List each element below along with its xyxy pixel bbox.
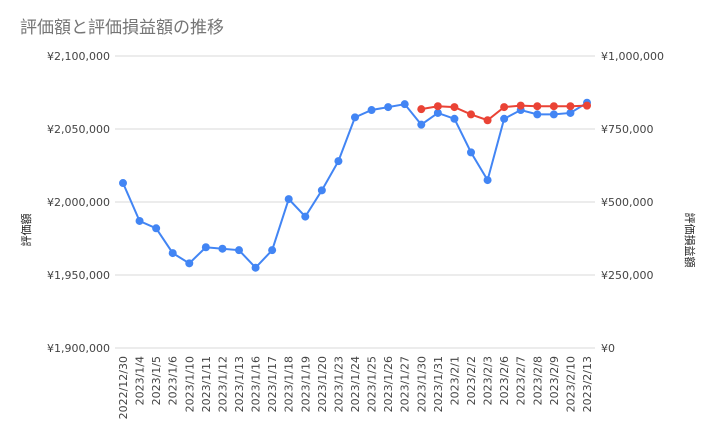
x-tick-label: 2023/1/17 [266,356,279,412]
x-tick-label: 2023/2/1 [448,356,461,405]
data-point [201,243,210,252]
data-point [152,224,161,233]
x-tick-label: 2023/1/13 [233,356,246,412]
x-tick-label: 2023/1/4 [134,356,147,405]
right-axis-title: 評価損益額 [683,213,697,268]
data-point [135,216,144,225]
data-point [185,259,194,268]
data-point [433,108,442,117]
data-point [566,108,575,117]
x-tick-label: 2023/1/18 [283,356,296,412]
data-point [218,244,227,253]
x-tick-label: 2023/1/16 [250,356,263,412]
data-point [284,195,293,204]
x-tick-label: 2023/1/12 [216,356,229,412]
x-tick-label: 2023/2/10 [564,356,577,412]
data-point [168,249,177,258]
data-point [500,114,509,123]
x-tick-label: 2023/2/6 [498,356,511,405]
left-tick-label: ¥1,900,000 [47,342,110,355]
x-tick-label: 2023/1/27 [399,356,412,412]
data-point [417,105,426,114]
x-tick-label: 2023/1/31 [432,356,445,412]
x-tick-label: 2023/1/11 [200,356,213,412]
data-point [566,102,575,111]
data-point [483,116,492,125]
x-tick-label: 2023/1/10 [183,356,196,412]
x-tick-label: 2023/1/24 [349,356,362,412]
data-point [583,101,591,110]
right-axis-ticks: ¥0 ¥250,000 ¥500,000 ¥750,000 ¥1,000,000 [601,50,664,355]
left-tick-label: ¥1,950,000 [47,269,110,282]
data-point [400,100,409,109]
right-tick-label: ¥0 [601,342,615,355]
data-point [533,102,542,111]
x-tick-label: 2023/2/13 [581,356,594,412]
right-tick-label: ¥500,000 [601,196,654,209]
x-tick-label: 2023/1/20 [316,356,329,412]
x-tick-label: 2023/1/23 [332,356,345,412]
data-point [351,113,359,122]
x-tick-label: 2023/2/8 [531,356,544,405]
data-point [251,263,260,272]
x-tick-label: 2022/12/30 [117,356,130,419]
data-point [384,103,393,112]
data-point [417,120,426,129]
x-tick-label: 2023/2/7 [515,356,528,405]
data-point [549,102,558,111]
data-point [235,246,243,255]
x-axis-ticks: 2022/12/30 2023/1/4 2023/1/5 2023/1/6 2023/1… [117,356,594,419]
x-tick-label: 2023/1/5 [150,356,163,405]
data-point [317,186,326,195]
data-point [467,148,475,157]
data-point [334,157,343,166]
right-tick-label: ¥250,000 [601,269,654,282]
left-tick-label: ¥2,050,000 [47,123,110,136]
data-point [516,101,525,110]
data-point [367,106,376,115]
data-point [268,246,277,255]
x-tick-label: 2023/1/30 [415,356,428,412]
x-tick-label: 2023/2/9 [548,356,561,405]
data-point [549,110,558,119]
left-axis-title: 評価額 [19,214,33,247]
data-point [533,110,542,119]
gridlines [115,55,595,349]
data-point [433,102,442,111]
series-layer [119,98,591,272]
series-line-1 [122,101,588,270]
data-point [119,179,127,188]
data-point [301,212,310,221]
x-tick-label: 2023/1/25 [366,356,379,412]
left-axis-ticks: ¥1,900,000 ¥1,950,000 ¥2,000,000 ¥2,050,000… [47,50,110,355]
left-tick-label: ¥2,000,000 [47,196,110,209]
data-point [450,114,459,123]
x-tick-label: 2023/1/26 [382,356,395,412]
data-point [483,176,492,185]
x-tick-label: 2023/1/19 [299,356,312,412]
x-tick-label: 2023/2/3 [482,356,495,405]
data-point [450,103,459,112]
data-point [500,103,509,112]
data-point [467,110,475,119]
x-tick-label: 2023/2/2 [465,356,478,405]
x-tick-label: 2023/1/6 [167,356,180,405]
right-tick-label: ¥1,000,000 [601,50,664,63]
right-tick-label: ¥750,000 [601,123,654,136]
chart-title: 評価額と評価損益額の推移 [20,18,224,38]
left-tick-label: ¥2,100,000 [47,50,110,63]
